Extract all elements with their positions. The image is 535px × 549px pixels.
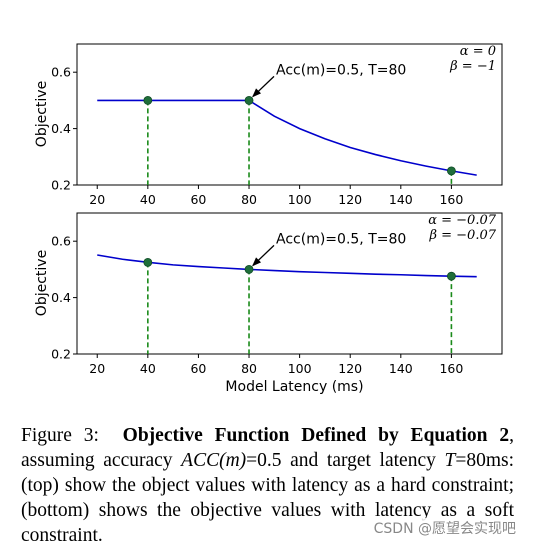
x-axis-label: Model Latency (ms) [225, 379, 363, 395]
x-tick-label: 120 [338, 192, 362, 207]
x-tick-label: 120 [338, 361, 362, 376]
x-tick-label: 20 [89, 192, 105, 207]
data-point-marker [244, 96, 254, 105]
watermark: CSDN @愿望会实现吧 [371, 518, 518, 538]
data-point-marker [447, 166, 456, 176]
caption-figure-label: Figure 3: [21, 425, 99, 446]
caption-math-acc: ACC(m) [181, 450, 247, 471]
x-tick-label: 100 [288, 361, 312, 376]
x-tick-label: 160 [439, 192, 463, 207]
annotation-text: Acc(m)=0.5, T=80 [276, 231, 406, 247]
y-tick-label: 0.4 [51, 290, 71, 305]
alpha-param-label: α = 0 [460, 44, 496, 59]
figure-canvas: 20 40 60 80 100 120 140 1600.20.40.6ObjectiveAc… [34, 43, 503, 395]
x-tick-label: 140 [389, 361, 413, 376]
caption-text-3: =80ms: (top) show the object values with… [21, 450, 514, 546]
caption-bold-title: Objective Function Defined by Equation 2 [122, 425, 510, 446]
y-tick-label: 0.2 [51, 178, 71, 193]
x-tick-label: 40 [140, 361, 156, 376]
caption-math-t: T [444, 450, 456, 471]
y-tick-label: 0.6 [51, 234, 71, 249]
plot-frame [76, 212, 503, 355]
x-tick-label: 60 [190, 361, 206, 376]
data-point-marker [244, 264, 254, 274]
x-tick-label: 40 [140, 192, 156, 207]
beta-param-label: β = −0.07 [428, 228, 496, 243]
data-point-marker [447, 271, 456, 281]
y-axis-label: Objective [34, 81, 50, 147]
annotation-arrow-head [252, 88, 262, 98]
beta-param-label: β = −1 [449, 59, 496, 74]
objective-curve [97, 254, 477, 278]
y-axis-label: Objective [34, 250, 50, 316]
objective-curve [97, 99, 477, 176]
x-tick-label: 20 [89, 361, 105, 376]
x-tick-label: 60 [190, 192, 206, 207]
y-tick-label: 0.4 [51, 121, 71, 136]
data-point-marker [143, 257, 153, 267]
figure-caption: Figure 3: Objective Function Defined by … [21, 423, 514, 548]
alpha-param-label: α = −0.07 [428, 213, 497, 228]
data-point-marker [143, 96, 153, 105]
x-tick-label: 140 [389, 192, 413, 207]
x-tick-label: 160 [439, 361, 463, 376]
x-tick-label: 80 [241, 192, 257, 207]
x-tick-label: 100 [288, 192, 312, 207]
annotation-arrow-head [252, 257, 262, 267]
caption-text-1: , assuming accuracy [21, 425, 514, 471]
annotation-text: Acc(m)=0.5, T=80 [276, 62, 406, 78]
y-tick-label: 0.6 [51, 65, 71, 80]
caption-text-2: =0.5 and target latency [246, 450, 445, 471]
y-tick-label: 0.2 [51, 347, 71, 362]
x-tick-label: 80 [241, 361, 257, 376]
plot-frame [76, 43, 503, 186]
